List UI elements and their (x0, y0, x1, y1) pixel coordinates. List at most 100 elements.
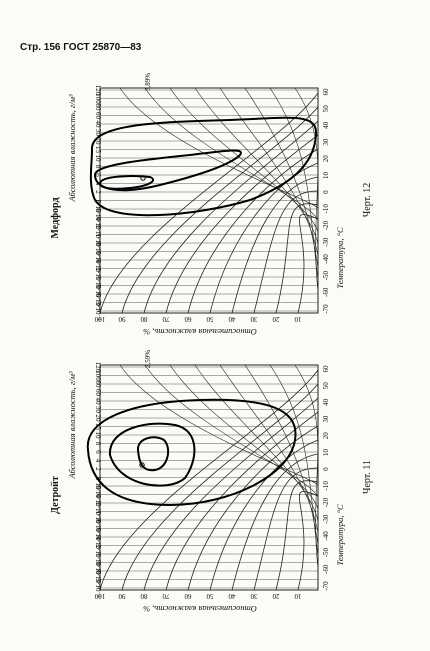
temperature-axis-title: Температура, °С (335, 227, 345, 289)
rh-tick-label: 70 (162, 315, 170, 323)
annotation: 3,89% (144, 73, 152, 91)
humidity-tick-label: 100 (94, 93, 102, 104)
temperature-tick-label: 0 (322, 467, 330, 471)
temperature-tick-label: -50 (322, 547, 330, 557)
temperature-tick-label: 50 (322, 382, 330, 390)
humidity-tick-label: 4·10⁻² (94, 259, 102, 278)
humidity-tick-label: 1·10⁻¹ (94, 234, 102, 253)
rh-axis-title: Относительная влажность, % (143, 327, 257, 337)
humidity-tick-label: 15 (94, 146, 102, 154)
temperature-curve (294, 364, 319, 570)
temperature-tick-label: -40 (322, 531, 330, 541)
humidity-tick-label: 60 (94, 389, 102, 397)
humidity-axis-title: Абсолютная влажность, г/м³ (67, 371, 77, 479)
rh-curve (275, 203, 319, 314)
humidity-tick-label: 3·10⁻³ (94, 302, 102, 321)
humidity-tick-label: 4·10⁻² (94, 536, 102, 555)
humidity-tick-label: 6·10⁻³ (94, 293, 102, 312)
rh-curve (297, 214, 319, 314)
humidity-tick-label: 6·10⁻² (94, 251, 102, 270)
rh-tick-label: 30 (250, 315, 258, 323)
temperature-tick-label: -30 (322, 514, 330, 524)
humidity-tick-label: 4 (94, 459, 102, 463)
humidity-tick-label: 6·10⁻¹ (94, 485, 102, 504)
city-name: Детройт (50, 476, 61, 514)
temperature-curve (269, 87, 319, 281)
climate-contour (98, 175, 155, 190)
temperature-tick-label: 40 (322, 398, 330, 406)
rh-tick-label: 30 (250, 592, 258, 600)
mean-point (140, 175, 146, 181)
rh-curve (253, 467, 319, 591)
rh-curve (231, 453, 319, 591)
humidity-axis-title: Абсолютная влажность, г/м³ (67, 94, 77, 202)
climate-contour (108, 422, 196, 487)
rh-curve (143, 397, 319, 591)
humidity-tick-label: 6·10⁻³ (94, 570, 102, 589)
rh-curve (99, 369, 319, 591)
rh-tick-label: 50 (206, 315, 214, 323)
humidity-tick-label: 60 (94, 112, 102, 120)
temperature-curve (169, 87, 319, 233)
climate-contour (89, 116, 318, 217)
humidity-tick-label: 3·10⁻³ (94, 579, 102, 598)
rh-curve (121, 383, 319, 591)
rh-tick-label: 60 (184, 592, 192, 600)
humidity-tick-label: 1·10⁻² (94, 553, 102, 572)
temperature-tick-label: -40 (322, 254, 330, 264)
rh-curve (165, 411, 319, 591)
rh-tick-label: 80 (140, 315, 148, 323)
humidity-tick-label: 6·10⁻² (94, 528, 102, 547)
rh-tick-label: 90 (118, 315, 126, 323)
humidity-tick-label: 30 (94, 406, 102, 414)
temperature-tick-label: 30 (322, 415, 330, 423)
temperature-tick-label: -10 (322, 204, 330, 214)
rh-tick-label: 20 (272, 592, 280, 600)
humidity-tick-label: 2·10⁻¹ (94, 225, 102, 244)
rh-curve (231, 176, 319, 314)
humidity-tick-label: 8·10⁻³ (94, 562, 102, 581)
humidity-tick-label: 8·10⁻³ (94, 285, 102, 304)
rh-tick-label: 100 (94, 592, 105, 600)
humidity-tick-label: 6 (94, 450, 102, 454)
temperature-axis-title: Температура, °С (335, 504, 345, 566)
temperature-tick-label: 50 (322, 105, 330, 113)
temperature-curve (294, 87, 319, 293)
humidity-tick-label: 6·10⁻¹ (94, 208, 102, 227)
humidity-tick-label: 4·10⁻¹ (94, 494, 102, 513)
temperature-tick-label: 10 (322, 448, 330, 456)
temperature-tick-label: -60 (322, 564, 330, 574)
climate-contour (93, 149, 242, 192)
humidity-tick-label: 4·10⁻¹ (94, 217, 102, 236)
rh-tick-label: 100 (94, 315, 105, 323)
rh-curve (121, 106, 319, 314)
humidity-tick-label: 1·10⁻² (94, 276, 102, 295)
temperature-tick-label: 30 (322, 138, 330, 146)
rh-curve (143, 120, 319, 314)
humidity-tick-label: 30 (94, 129, 102, 137)
rh-curve (187, 148, 319, 314)
rh-tick-label: 40 (228, 592, 236, 600)
humidity-tick-label: 8·10⁻² (94, 519, 102, 538)
rh-tick-label: 10 (294, 592, 302, 600)
temperature-curve (119, 364, 319, 486)
humidity-tick-label: 2 (94, 467, 102, 471)
humidity-tick-label: 6 (94, 173, 102, 177)
temperature-tick-label: -30 (322, 237, 330, 247)
rh-curve (209, 439, 319, 591)
figure-caption: Черт. 12 (362, 183, 373, 217)
rh-tick-label: 10 (294, 315, 302, 323)
rh-axis-title: Относительная влажность, % (143, 604, 257, 614)
rh-curve (99, 92, 319, 314)
rh-tick-label: 90 (118, 592, 126, 600)
humidity-tick-label: 80 (94, 104, 102, 112)
rh-curve (165, 134, 319, 314)
temperature-curve (219, 87, 319, 257)
figure-caption: Черт. 11 (362, 460, 373, 494)
humidity-tick-label: 20 (94, 415, 102, 423)
rh-tick-label: 50 (206, 592, 214, 600)
temperature-tick-label: -20 (322, 497, 330, 507)
temperature-tick-label: -20 (322, 220, 330, 230)
temperature-tick-label: 40 (322, 121, 330, 129)
temperature-curve (119, 87, 319, 209)
